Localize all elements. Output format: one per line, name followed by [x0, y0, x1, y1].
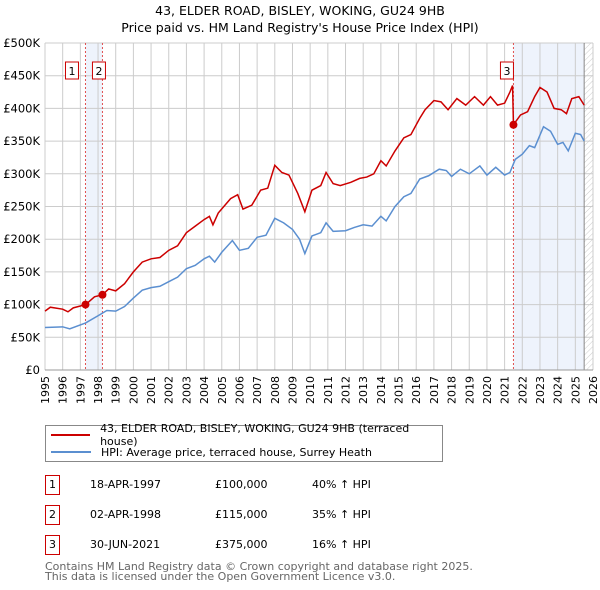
transaction-hpi-change: 40% ↑ HPI: [312, 478, 371, 491]
x-tick-label: 1997: [74, 376, 87, 404]
sale-point: [98, 290, 107, 299]
x-tick-label: 2007: [251, 376, 264, 404]
x-tick-label: 1998: [92, 376, 105, 404]
transaction-badge: 2: [45, 505, 60, 525]
x-tick-label: 2023: [534, 376, 547, 404]
x-tick-label: 2026: [587, 376, 600, 404]
y-tick-label: £100K: [3, 298, 40, 312]
y-tick-label: £400K: [3, 101, 40, 115]
legend-item-hpi: HPI: Average price, terraced house, Surr…: [46, 444, 372, 460]
x-tick-label: 2004: [198, 376, 211, 404]
y-tick-label: £250K: [3, 200, 40, 214]
x-tick-label: 2016: [410, 376, 423, 404]
sale-badge: [91, 61, 106, 80]
x-tick-label: 2000: [127, 376, 140, 404]
transaction-row: 2 02-APR-1998 £115,000 35% ↑ HPI: [45, 505, 445, 527]
property-price-line: [44, 85, 585, 313]
transaction-price: £100,000: [215, 478, 268, 491]
legend-label-hpi: HPI: Average price, terraced house, Surr…: [101, 445, 372, 459]
legend: 43, ELDER ROAD, BISLEY, WOKING, GU24 9HB…: [45, 422, 443, 462]
sale-badge-number: 1: [68, 65, 75, 78]
transaction-badge: 1: [45, 475, 60, 495]
price-chart: 1995 1996 1997 1998 1999 2000 2001 2002 2003 2004…: [3, 36, 600, 404]
legend-label-property: 43, ELDER ROAD, BISLEY, WOKING, GU24 9HB…: [100, 422, 410, 448]
x-tick-label: 2012: [340, 376, 353, 404]
transaction-date: 18-APR-1997: [90, 478, 162, 491]
sale-point: [509, 120, 518, 129]
chart-subtitle: Price paid vs. HM Land Registry's House …: [121, 20, 479, 35]
sale-label-3: 3: [499, 61, 514, 80]
x-tick-label: 2005: [216, 376, 229, 404]
sale-badge: [499, 61, 514, 80]
x-tick-label: 2006: [233, 376, 246, 404]
x-tick-label: 2003: [180, 376, 193, 404]
sale-label-2: 2: [91, 61, 106, 80]
y-tick-label: £200K: [3, 232, 40, 246]
x-tick-label: 2015: [393, 376, 406, 404]
sale-badge-number: 3: [503, 65, 510, 78]
x-tick-label: 2024: [552, 376, 565, 404]
chart-title: 43, ELDER ROAD, BISLEY, WOKING, GU24 9HB: [155, 3, 445, 18]
transaction-badge: 3: [45, 535, 60, 555]
hpi-line: [44, 125, 585, 330]
y-tick-label: £50K: [11, 330, 41, 344]
x-tick-label: 2022: [516, 376, 529, 404]
x-tick-label: 2008: [269, 376, 282, 404]
transaction-row: 1 18-APR-1997 £100,000 40% ↑ HPI: [45, 475, 445, 497]
transaction-hpi-change: 16% ↑ HPI: [312, 538, 371, 551]
transaction-date: 30-JUN-2021: [90, 538, 161, 551]
transaction-date: 02-APR-1998: [90, 508, 162, 521]
footer-copyright: Contains HM Land Registry data © Crown c…: [45, 560, 473, 573]
y-tick-label: £500K: [3, 36, 40, 50]
sale-badge: [64, 61, 79, 80]
x-tick-label: 2011: [322, 376, 335, 404]
legend-swatch-hpi: [51, 451, 91, 453]
transaction-hpi-change: 35% ↑ HPI: [312, 508, 371, 521]
sale-point: [81, 300, 90, 309]
x-tick-label: 2017: [428, 376, 441, 404]
legend-item-property: 43, ELDER ROAD, BISLEY, WOKING, GU24 9HB…: [46, 422, 442, 448]
x-tick-label: 2018: [446, 376, 459, 404]
y-tick-label: £300K: [3, 167, 40, 181]
x-tick-label: 2002: [163, 376, 176, 404]
footer-licence: This data is licensed under the Open Gov…: [45, 570, 396, 583]
x-tick-label: 2020: [481, 376, 494, 404]
y-tick-label: £150K: [3, 265, 40, 279]
y-tick-label: £0: [25, 363, 40, 377]
x-tick-label: 1996: [57, 376, 70, 404]
x-tick-label: 2025: [569, 376, 582, 404]
x-tick-label: 2021: [499, 376, 512, 404]
transaction-price: £115,000: [215, 508, 268, 521]
x-tick-label: 2019: [463, 376, 476, 404]
x-tick-label: 2014: [375, 376, 388, 404]
sale-label-1: 1: [64, 61, 79, 80]
legend-swatch-property: [51, 434, 91, 436]
x-tick-label: 2013: [357, 376, 370, 404]
y-tick-label: £350K: [3, 134, 40, 148]
x-tick-label: 1995: [39, 376, 52, 404]
x-tick-label: 2010: [304, 376, 317, 404]
transaction-price: £375,000: [215, 538, 268, 551]
x-tick-label: 2001: [145, 376, 158, 404]
x-tick-label: 2009: [286, 376, 299, 404]
sale-badge-number: 2: [95, 65, 102, 78]
y-tick-label: £450K: [3, 69, 40, 83]
transaction-row: 3 30-JUN-2021 £375,000 16% ↑ HPI: [45, 535, 445, 557]
x-tick-label: 1999: [110, 376, 123, 404]
